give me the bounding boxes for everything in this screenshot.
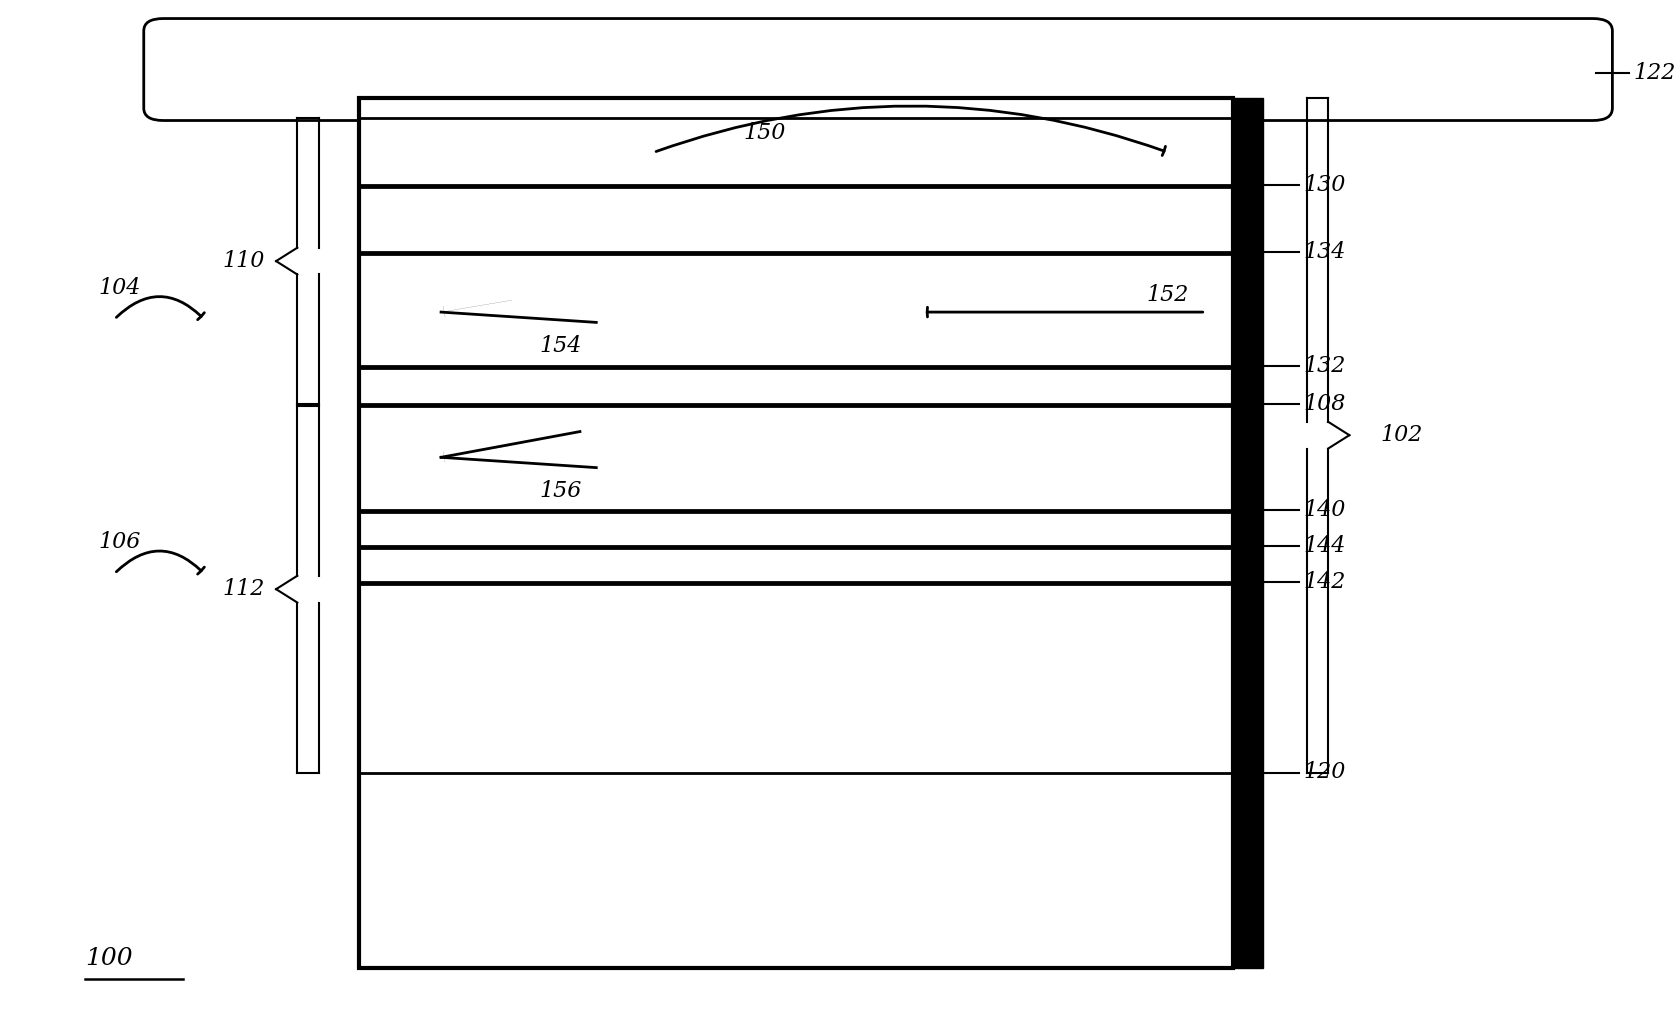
FancyBboxPatch shape <box>144 19 1612 121</box>
Text: 120: 120 <box>1304 761 1346 784</box>
Text: 142: 142 <box>1304 571 1346 593</box>
Text: 140: 140 <box>1304 499 1346 521</box>
Text: 152: 152 <box>1146 284 1190 306</box>
Text: 108: 108 <box>1304 392 1346 415</box>
Text: 104: 104 <box>97 277 141 299</box>
Text: 134: 134 <box>1304 241 1346 264</box>
Text: 150: 150 <box>742 123 786 144</box>
Text: 100: 100 <box>85 948 132 970</box>
Text: 122: 122 <box>1634 63 1676 84</box>
Text: 156: 156 <box>540 480 582 502</box>
Text: 102: 102 <box>1381 424 1423 446</box>
Text: 112: 112 <box>223 578 265 600</box>
Bar <box>359 98 1234 968</box>
Bar <box>1234 98 1262 968</box>
Text: 110: 110 <box>223 250 265 272</box>
Text: 132: 132 <box>1304 354 1346 377</box>
Text: 154: 154 <box>540 335 582 356</box>
Text: 130: 130 <box>1304 174 1346 197</box>
Text: 106: 106 <box>97 531 141 553</box>
Text: 144: 144 <box>1304 535 1346 557</box>
